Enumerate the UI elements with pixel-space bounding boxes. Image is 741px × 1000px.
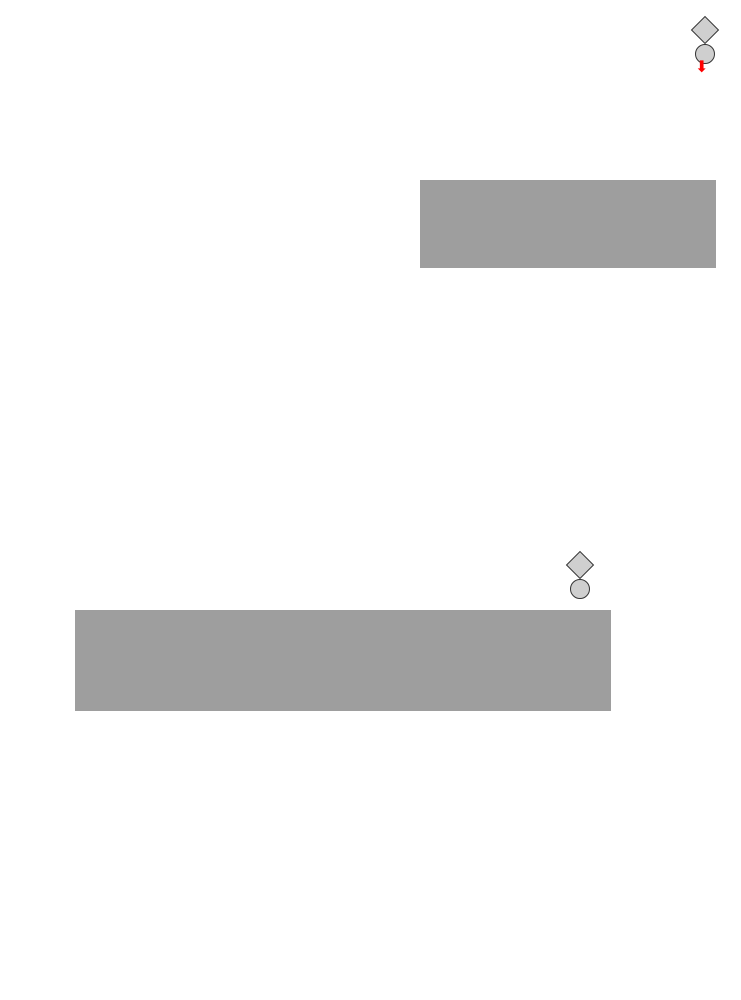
dash-lines-a bbox=[420, 160, 710, 190]
legend-tissue bbox=[695, 20, 721, 40]
diamond-icon bbox=[691, 16, 719, 44]
legend-a: ⬇ bbox=[695, 20, 721, 72]
brain-row-b bbox=[75, 610, 611, 711]
dash-lines-b bbox=[75, 590, 605, 620]
diamond-icon bbox=[566, 551, 594, 579]
brain-row-a bbox=[420, 180, 716, 268]
legend-b-tissue bbox=[570, 555, 596, 575]
